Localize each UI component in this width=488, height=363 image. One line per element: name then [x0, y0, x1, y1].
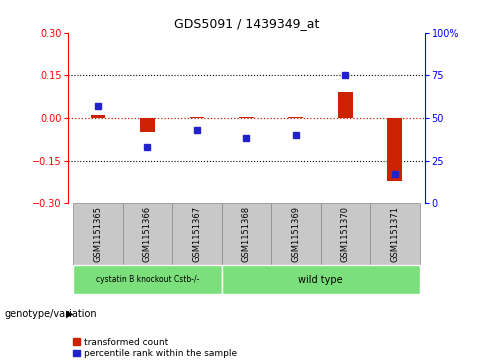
Bar: [73, 203, 123, 265]
Text: GSM1151370: GSM1151370: [341, 206, 350, 262]
Bar: [123, 203, 172, 265]
Bar: [73, 265, 222, 294]
Bar: [271, 203, 321, 265]
Bar: [370, 203, 420, 265]
Text: GSM1151371: GSM1151371: [390, 206, 399, 262]
Text: GSM1151369: GSM1151369: [291, 206, 301, 262]
Bar: [222, 265, 420, 294]
Bar: [338, 93, 353, 118]
Text: cystatin B knockout Cstb-/-: cystatin B knockout Cstb-/-: [96, 275, 199, 284]
Bar: [172, 203, 222, 265]
Text: GSM1151368: GSM1151368: [242, 206, 251, 262]
Text: genotype/variation: genotype/variation: [5, 309, 98, 319]
Bar: [189, 117, 204, 118]
Bar: [321, 203, 370, 265]
Bar: [91, 115, 105, 118]
Legend: transformed count, percentile rank within the sample: transformed count, percentile rank withi…: [73, 338, 237, 359]
Title: GDS5091 / 1439349_at: GDS5091 / 1439349_at: [174, 17, 319, 30]
Text: GSM1151365: GSM1151365: [94, 206, 102, 262]
Text: ▶: ▶: [66, 309, 73, 319]
Bar: [140, 118, 155, 132]
Text: GSM1151367: GSM1151367: [192, 206, 202, 262]
Bar: [387, 118, 402, 180]
Text: wild type: wild type: [298, 274, 343, 285]
Bar: [288, 117, 304, 118]
Bar: [239, 117, 254, 118]
Text: GSM1151366: GSM1151366: [143, 206, 152, 262]
Bar: [222, 203, 271, 265]
